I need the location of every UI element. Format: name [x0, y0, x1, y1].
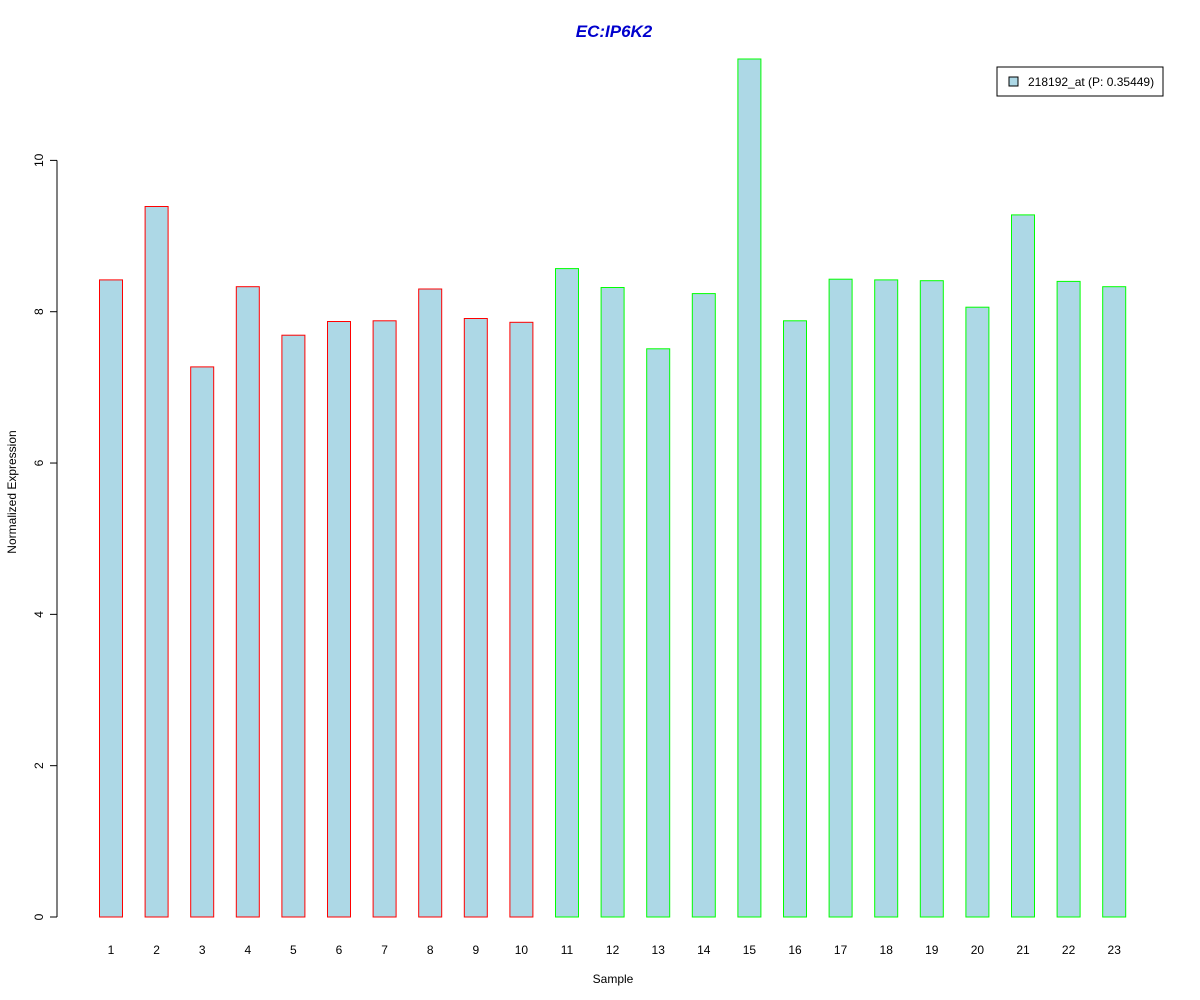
- bar-sample-20: [965, 306, 990, 918]
- bar-sample-22: [1056, 280, 1081, 918]
- bar-sample-15: [737, 58, 762, 918]
- y-tick-label: 6: [32, 459, 46, 466]
- x-tick-label: 18: [880, 943, 894, 957]
- bar-sample-6: [327, 321, 351, 918]
- x-tick-label: 7: [381, 943, 388, 957]
- bars-group: [99, 58, 1127, 918]
- y-axis-label: Normalized Expression: [5, 430, 19, 553]
- x-tick-label: 20: [971, 943, 985, 957]
- x-tick-label: 8: [427, 943, 434, 957]
- legend-box: [996, 66, 1164, 97]
- x-tick-label: 4: [244, 943, 251, 957]
- x-tick-label: 6: [336, 943, 343, 957]
- bar-sample-23: [1102, 286, 1127, 918]
- bar-sample-3: [190, 366, 215, 918]
- bar-sample-2: [144, 206, 169, 918]
- chart-title: EC:IP6K2: [576, 22, 653, 41]
- x-tick-labels: 1 2 3 4 5 6 7 8 9 10 11 12 13 14 15 16 17 18 19 20 21 22 23: [108, 943, 1122, 957]
- bar-sample-5: [281, 334, 306, 918]
- x-tick-label: 12: [606, 943, 620, 957]
- y-tick-label: 4: [32, 611, 46, 618]
- y-tick-label: 8: [32, 308, 46, 315]
- y-tick-label: 0: [32, 913, 46, 920]
- x-tick-label: 3: [199, 943, 206, 957]
- bar-sample-8: [418, 288, 443, 918]
- legend-swatch: [1008, 76, 1019, 87]
- x-tick-label: 22: [1062, 943, 1076, 957]
- y-tick-label: 10: [32, 153, 46, 167]
- x-tick-label: 15: [743, 943, 757, 957]
- x-tick-label: 1: [108, 943, 115, 957]
- x-tick-label: 16: [788, 943, 802, 957]
- bar-sample-7: [372, 320, 397, 918]
- x-tick-label: 14: [697, 943, 711, 957]
- x-tick-label: 17: [834, 943, 848, 957]
- bar-sample-14: [691, 293, 716, 918]
- bar-sample-9: [463, 318, 488, 918]
- bar-sample-4: [235, 286, 260, 918]
- bar-sample-1: [99, 279, 123, 918]
- y-tick-label: 2: [32, 762, 46, 769]
- x-tick-label: 5: [290, 943, 297, 957]
- x-tick-label: 11: [561, 943, 574, 957]
- bar-sample-21: [1011, 214, 1035, 918]
- x-tick-label: 23: [1108, 943, 1122, 957]
- y-axis: 0 2 4 6 8 10: [32, 153, 58, 920]
- bar-sample-13: [646, 348, 671, 918]
- legend: 218192_at (P: 0.35449): [996, 66, 1164, 97]
- bar-sample-18: [874, 279, 899, 918]
- bar-sample-11: [555, 268, 579, 918]
- bar-sample-12: [600, 287, 625, 918]
- bar-sample-10: [509, 321, 534, 918]
- x-tick-label: 10: [515, 943, 529, 957]
- x-tick-label: 19: [925, 943, 939, 957]
- x-tick-label: 2: [153, 943, 160, 957]
- legend-label: 218192_at (P: 0.35449): [1028, 75, 1154, 89]
- bar-sample-17: [828, 278, 853, 918]
- x-axis-label: Sample: [593, 972, 634, 986]
- x-tick-label: 13: [652, 943, 666, 957]
- bar-sample-16: [783, 320, 807, 918]
- bar-sample-19: [919, 280, 944, 918]
- x-tick-label: 9: [472, 943, 479, 957]
- x-tick-label: 21: [1016, 943, 1030, 957]
